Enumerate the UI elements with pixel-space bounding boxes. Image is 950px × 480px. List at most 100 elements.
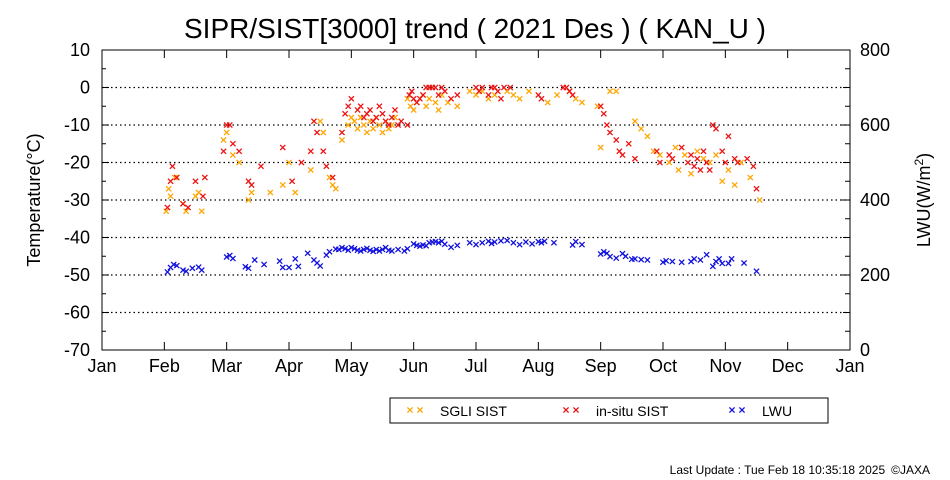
- legend-label: in-situ SIST: [596, 403, 669, 419]
- lwu-point: [295, 263, 302, 270]
- sgli-sist-point: [613, 88, 620, 95]
- lwu-point: [363, 245, 370, 252]
- lwu-point: [342, 245, 349, 252]
- in-situ-sist-point: [257, 163, 265, 170]
- sgli-sist-point: [292, 189, 299, 196]
- in-situ-sist-point: [678, 144, 685, 151]
- sgli-sist-point: [236, 159, 243, 166]
- sgli-sist-point: [454, 103, 461, 110]
- sgli-sist-point: [165, 185, 172, 192]
- in-situ-sist-point: [342, 110, 349, 117]
- lwu-point: [373, 246, 380, 253]
- sgli-sist-point: [675, 166, 682, 174]
- x-tick-label: Jan: [87, 356, 116, 376]
- legend-marker: [572, 406, 580, 414]
- lwu-point: [245, 265, 252, 272]
- lwu-point: [522, 238, 529, 246]
- in-situ-sist-point: [345, 103, 352, 110]
- in-situ-sist-point: [656, 159, 663, 166]
- sgli-sist-point: [198, 208, 205, 215]
- in-situ-sist-point: [348, 95, 355, 102]
- sgli-sist-point: [426, 95, 433, 102]
- lwu-point: [472, 241, 480, 248]
- sgli-sist-point: [163, 208, 170, 215]
- sgli-sist-point: [747, 174, 754, 181]
- in-situ-sist-point: [500, 84, 508, 91]
- sgli-sist-point: [317, 118, 324, 125]
- lwu-point: [198, 267, 205, 274]
- in-situ-sist-point: [408, 88, 415, 95]
- in-situ-sist-point: [619, 151, 626, 159]
- lwu-point: [740, 259, 748, 267]
- sgli-sist-point: [432, 99, 439, 106]
- in-situ-sist-point: [398, 118, 405, 125]
- plot-frame: [101, 49, 851, 351]
- lwu-point: [326, 248, 333, 255]
- in-situ-sist-point: [744, 155, 751, 162]
- y2-tick-label: 600: [860, 115, 890, 135]
- sgli-sist-point: [410, 106, 417, 114]
- in-situ-sist-point: [435, 91, 442, 99]
- lwu-point: [454, 242, 461, 249]
- sgli-sist-point: [578, 99, 586, 106]
- lwu-point: [317, 262, 324, 270]
- y-tick-label: 0: [80, 78, 90, 98]
- lwu-point: [510, 239, 517, 246]
- x-tick-label: May: [334, 356, 368, 376]
- in-situ-sist-point: [388, 114, 395, 121]
- lwu-point: [572, 238, 579, 245]
- lwu-point: [410, 240, 417, 247]
- lwu-point: [376, 247, 383, 255]
- in-situ-sist-point: [179, 200, 187, 207]
- sgli-sist-point: [363, 129, 370, 136]
- lwu-point: [491, 238, 498, 246]
- in-situ-sist-point: [419, 91, 427, 99]
- legend-marker: [406, 406, 414, 414]
- sgli-sist-point: [223, 129, 230, 136]
- in-situ-sist-point: [603, 121, 610, 129]
- legend-marker: [562, 406, 570, 414]
- in-situ-sist-point: [307, 148, 314, 155]
- in-situ-sist-point: [173, 174, 180, 181]
- in-situ-sist-point: [229, 140, 236, 147]
- in-situ-sist-point: [310, 118, 317, 125]
- in-situ-sist-point: [226, 121, 233, 129]
- y2-tick-label: 0: [860, 340, 870, 360]
- sgli-sist-point: [345, 121, 352, 129]
- lwu-point: [441, 241, 448, 248]
- in-situ-sist-point: [373, 114, 380, 121]
- lwu-point: [709, 263, 716, 270]
- x-tick-label: Mar: [211, 356, 242, 376]
- sgli-sist-point: [516, 95, 523, 102]
- lwu-point: [606, 253, 614, 260]
- lwu-point: [276, 258, 283, 265]
- lwu-point: [622, 253, 629, 260]
- in-situ-sist-point: [694, 155, 701, 162]
- in-situ-sist-point: [507, 84, 514, 91]
- in-situ-sist-point: [706, 166, 713, 174]
- lwu-point: [395, 246, 402, 253]
- lwu-point: [613, 255, 620, 262]
- x-tick-label: Jun: [399, 356, 428, 376]
- lwu-point: [351, 245, 358, 252]
- sgli-sist-point: [606, 88, 614, 95]
- in-situ-sist-point: [379, 110, 386, 117]
- in-situ-sist-point: [725, 133, 732, 140]
- in-situ-sist-point: [357, 103, 364, 110]
- in-situ-sist-point: [697, 166, 704, 174]
- x-tick-label: Jan: [835, 356, 864, 376]
- sgli-sist-point: [248, 189, 255, 196]
- lwu-point: [388, 247, 395, 255]
- lwu-point: [497, 237, 504, 244]
- sgli-sist-point: [332, 185, 339, 192]
- in-situ-sist-point: [700, 148, 707, 155]
- sgli-sist-point: [404, 95, 411, 102]
- in-situ-sist-point: [192, 178, 199, 185]
- in-situ-sist-point: [184, 204, 192, 211]
- in-situ-sist-point: [600, 110, 607, 117]
- lwu-point: [448, 244, 455, 251]
- x-tick-label: Dec: [772, 356, 804, 376]
- y-tick-label: -60: [64, 303, 90, 323]
- lwu-point: [189, 265, 196, 272]
- lwu-point: [183, 268, 190, 275]
